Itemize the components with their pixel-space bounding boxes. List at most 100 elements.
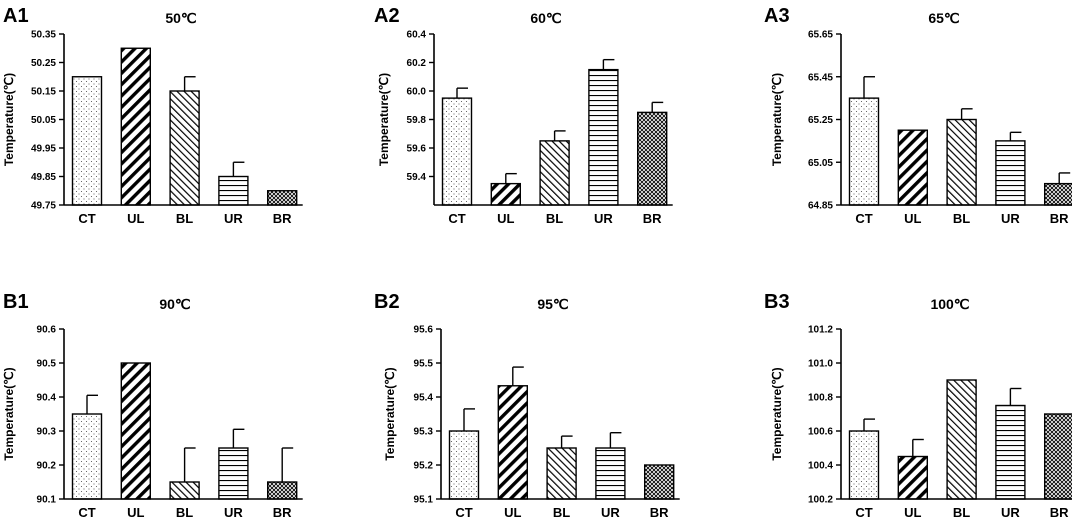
y-tick-label: 49.85 bbox=[31, 172, 56, 183]
chart-title: 60℃ bbox=[530, 10, 562, 26]
y-tick-label: 100.4 bbox=[808, 461, 833, 472]
category-label: UR bbox=[224, 211, 243, 226]
y-axis-label: Temperature(℃) bbox=[383, 367, 397, 460]
y-tick-label: 49.75 bbox=[31, 201, 56, 212]
category-label: UL bbox=[497, 211, 514, 226]
category-label: BR bbox=[1050, 211, 1069, 226]
category-label: UR bbox=[1001, 211, 1020, 226]
y-tick-label: 100.8 bbox=[808, 393, 833, 404]
y-tick-label: 90.2 bbox=[37, 461, 57, 472]
category-label: UL bbox=[127, 211, 144, 226]
y-tick-label: 90.4 bbox=[37, 393, 57, 404]
chart-panel-b1: B1 90℃ Temperature(℃) CT UL BL UR BR 90.1 90.2 90.… bbox=[2, 291, 303, 520]
y-tick-label: 60.0 bbox=[407, 87, 427, 98]
y-tick-label: 95.6 bbox=[414, 325, 434, 336]
y-tick-label: 90.5 bbox=[37, 359, 57, 370]
category-label: UR bbox=[1001, 505, 1020, 520]
category-label: BL bbox=[176, 505, 193, 520]
y-tick-label: 100.2 bbox=[808, 495, 833, 506]
y-axis-label: Temperature(℃) bbox=[2, 367, 16, 460]
panel-label: A2 bbox=[374, 5, 400, 27]
category-label: CT bbox=[855, 505, 872, 520]
category-label: BR bbox=[643, 211, 662, 226]
bar-ul bbox=[490, 182, 521, 206]
y-tick-label: 95.4 bbox=[414, 393, 434, 404]
bar-ul bbox=[120, 362, 152, 500]
category-label: UL bbox=[904, 211, 921, 226]
bar-ul bbox=[897, 129, 928, 206]
y-axis-label: Temperature(℃) bbox=[377, 73, 391, 166]
y-tick-label: 60.4 bbox=[407, 30, 427, 41]
y-tick-label: 101.0 bbox=[808, 359, 833, 370]
bar-ur bbox=[218, 447, 249, 500]
category-label: BL bbox=[553, 505, 570, 520]
category-label: CT bbox=[455, 505, 472, 520]
panel-label: A3 bbox=[764, 5, 790, 27]
y-tick-label: 59.8 bbox=[407, 115, 427, 126]
y-tick-label: 95.5 bbox=[414, 359, 434, 370]
panel-label: B3 bbox=[764, 291, 790, 313]
y-axis-label: Temperature(℃) bbox=[770, 73, 784, 166]
category-label: UR bbox=[594, 211, 613, 226]
bar-br bbox=[1043, 182, 1072, 206]
bar-ct bbox=[71, 413, 103, 500]
category-label: BL bbox=[546, 211, 563, 226]
bar-bl bbox=[946, 379, 977, 500]
bar-br bbox=[644, 464, 675, 500]
y-tick-label: 59.4 bbox=[407, 172, 427, 183]
category-label: UL bbox=[504, 505, 521, 520]
bar-ct bbox=[441, 97, 473, 206]
y-tick-label: 59.6 bbox=[407, 144, 427, 155]
bar-ur bbox=[995, 404, 1026, 500]
category-label: BL bbox=[953, 505, 970, 520]
bar-ul bbox=[897, 455, 928, 500]
y-tick-label: 90.1 bbox=[37, 495, 57, 506]
panel-label: A1 bbox=[3, 5, 29, 27]
y-tick-label: 65.45 bbox=[808, 72, 833, 83]
y-tick-label: 101.2 bbox=[808, 325, 833, 336]
chart-title: 65℃ bbox=[928, 10, 960, 26]
bar-ur bbox=[588, 68, 619, 206]
bar-ct bbox=[848, 97, 880, 206]
y-tick-label: 50.05 bbox=[31, 115, 56, 126]
y-tick-label: 95.2 bbox=[414, 461, 434, 472]
category-label: UL bbox=[904, 505, 921, 520]
y-axis-label: Temperature(℃) bbox=[770, 367, 784, 460]
bar-ul bbox=[120, 47, 152, 206]
category-label: UR bbox=[601, 505, 620, 520]
bar-ct bbox=[448, 430, 480, 500]
y-tick-label: 50.25 bbox=[31, 58, 56, 69]
category-label: BR bbox=[1050, 505, 1069, 520]
chart-panel-b2: B2 95℃ Temperature(℃) CT UL BL UR BR 95.1 95.2 95.… bbox=[374, 291, 680, 520]
bar-bl bbox=[169, 90, 200, 206]
y-tick-label: 95.1 bbox=[414, 495, 434, 506]
bar-ct bbox=[71, 76, 103, 206]
bar-bl bbox=[546, 447, 577, 500]
category-label: UR bbox=[224, 505, 243, 520]
chart-title: 95℃ bbox=[537, 296, 569, 312]
y-tick-label: 64.85 bbox=[808, 201, 833, 212]
category-label: BR bbox=[273, 505, 292, 520]
category-label: CT bbox=[78, 211, 95, 226]
chart-panel-a1: A1 50℃ Temperature(℃) CT UL BL UR BR 49.75 49.85 4… bbox=[2, 5, 303, 226]
category-label: CT bbox=[448, 211, 465, 226]
bar-bl bbox=[169, 481, 200, 500]
chart-panel-b3: B3 100℃ Temperature(℃) CT UL BL UR BR 100.2 100.4… bbox=[764, 291, 1072, 520]
category-label: BR bbox=[273, 211, 292, 226]
panels: A1 50℃ Temperature(℃) CT UL BL UR BR 49.75 49.85 4… bbox=[2, 5, 1072, 520]
y-tick-label: 50.15 bbox=[31, 87, 56, 98]
y-tick-label: 100.6 bbox=[808, 427, 833, 438]
bar-br bbox=[267, 190, 298, 206]
y-tick-label: 65.65 bbox=[808, 30, 833, 41]
panel-label: B1 bbox=[3, 291, 29, 313]
chart-title: 90℃ bbox=[159, 296, 191, 312]
bar-ur bbox=[595, 447, 626, 500]
bar-bl bbox=[946, 118, 977, 206]
chart-panel-a3: A3 65℃ Temperature(℃) CT UL BL UR BR 64.85 65.05 6… bbox=[764, 5, 1072, 226]
category-label: CT bbox=[78, 505, 95, 520]
chart-title: 100℃ bbox=[930, 296, 969, 312]
category-label: BR bbox=[650, 505, 669, 520]
bar-ct bbox=[848, 430, 880, 500]
y-axis-label: Temperature(℃) bbox=[2, 73, 16, 166]
y-tick-label: 60.2 bbox=[407, 58, 427, 69]
